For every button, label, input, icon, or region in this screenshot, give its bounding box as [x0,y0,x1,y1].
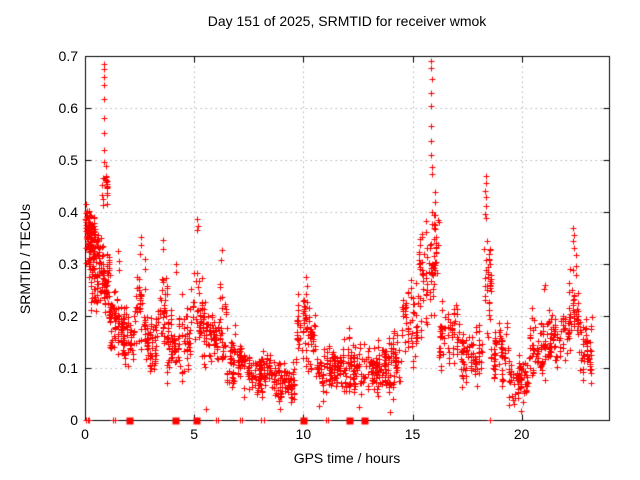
x-tick-label: 5 [190,426,199,442]
y-tick-label: 0.3 [58,256,78,272]
y-tick-label: 0.5 [58,152,78,168]
y-tick-label: 0.1 [58,360,78,376]
y-tick-label: 0.2 [58,308,78,324]
x-tick-label: 20 [513,426,530,442]
x-tick-label: 0 [81,426,89,442]
x-axis-title: GPS time / hours [293,450,401,466]
y-tick-label: 0.7 [58,48,78,64]
x-tick-label: 15 [404,426,421,442]
x-tick-label: 10 [295,426,312,442]
y-tick-label: 0.6 [58,100,78,116]
y-tick-label: 0.4 [58,204,78,220]
chart-title: Day 151 of 2025, SRMTID for receiver wmo… [207,13,487,29]
y-tick-label: 0 [70,412,78,428]
